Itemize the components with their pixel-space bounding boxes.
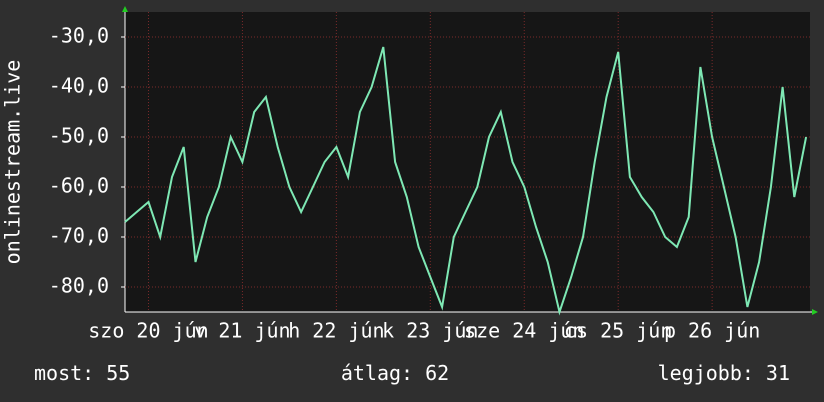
y-tick-label: -70,0 xyxy=(49,224,109,248)
y-tick-label: -80,0 xyxy=(49,274,109,298)
stat: most: 55 xyxy=(34,361,130,385)
x-tick-label: p 26 jún xyxy=(664,319,760,343)
stat-label: átlag: xyxy=(341,361,413,385)
stat: legjobb: 31 xyxy=(658,361,790,385)
y-tick-label: -50,0 xyxy=(49,124,109,148)
y-tick-label: -60,0 xyxy=(49,174,109,198)
x-tick-label: szo 20 jún xyxy=(88,319,208,343)
axis-arrow xyxy=(122,6,128,12)
y-tick-label: -30,0 xyxy=(49,24,109,48)
plot-area xyxy=(125,12,810,312)
x-tick-label: k 23 jún xyxy=(382,319,478,343)
stat-label: legjobb: xyxy=(658,361,754,385)
y-tick-label: -40,0 xyxy=(49,74,109,98)
axis-arrow xyxy=(812,309,818,315)
stat-label: most: xyxy=(34,361,94,385)
stat-value: 55 xyxy=(106,361,130,385)
stat: átlag: 62 xyxy=(341,361,449,385)
data-line xyxy=(124,46,808,316)
y-axis-label: onlinestream.live xyxy=(1,60,25,265)
stat-value: 31 xyxy=(766,361,790,385)
x-tick-label: v 21 jún xyxy=(194,319,290,343)
x-tick-label: sze 24 jún xyxy=(464,319,584,343)
stat-value: 62 xyxy=(425,361,449,385)
x-tick-label: h 22 jún xyxy=(288,319,384,343)
x-tick-label: cs 25 jún xyxy=(564,319,672,343)
